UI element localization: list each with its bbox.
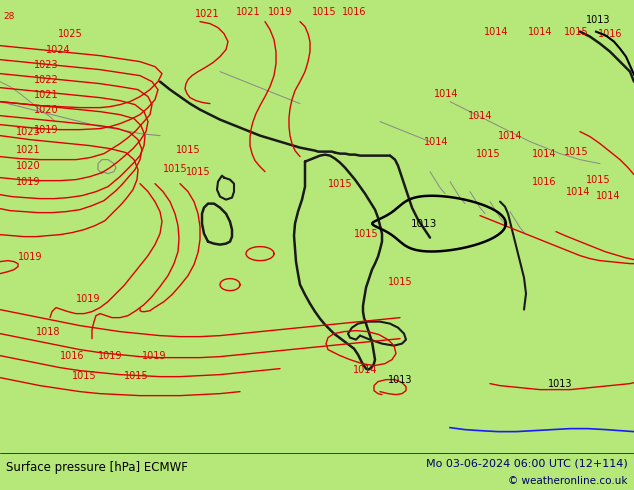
Text: 1015: 1015 (124, 370, 148, 381)
Text: Surface pressure [hPa] ECMWF: Surface pressure [hPa] ECMWF (6, 461, 188, 474)
Polygon shape (0, 392, 634, 452)
Text: 1014: 1014 (498, 131, 522, 141)
Text: 1015: 1015 (176, 145, 200, 155)
Polygon shape (0, 182, 105, 352)
Text: 1019: 1019 (268, 7, 292, 17)
Text: 1016: 1016 (598, 28, 622, 39)
Polygon shape (0, 1, 634, 201)
Polygon shape (430, 1, 634, 210)
Polygon shape (0, 352, 115, 452)
Text: 1015: 1015 (476, 148, 500, 159)
Text: 1022: 1022 (34, 74, 58, 85)
Text: 1020: 1020 (16, 161, 41, 171)
Text: 1019: 1019 (142, 351, 166, 361)
Text: 1015: 1015 (72, 370, 96, 381)
Polygon shape (0, 82, 165, 252)
Text: 1018: 1018 (36, 327, 60, 337)
Text: 1015: 1015 (312, 7, 336, 17)
Text: 1014: 1014 (434, 89, 458, 98)
Text: 1020: 1020 (34, 105, 58, 115)
Text: 1019: 1019 (34, 124, 58, 135)
Text: 1024: 1024 (46, 45, 70, 54)
Text: 1021: 1021 (16, 145, 41, 155)
Polygon shape (217, 175, 234, 199)
Text: 1014: 1014 (424, 137, 448, 147)
Polygon shape (542, 1, 634, 271)
Text: 1014: 1014 (468, 111, 492, 121)
Text: 1015: 1015 (186, 167, 210, 176)
Text: 1021: 1021 (236, 7, 261, 17)
Text: 1014: 1014 (527, 26, 552, 37)
Text: 1019: 1019 (75, 294, 100, 304)
Text: 1019: 1019 (18, 252, 42, 262)
Text: 1014: 1014 (532, 148, 556, 159)
Text: 1021: 1021 (195, 9, 219, 19)
Polygon shape (98, 160, 116, 173)
Text: 1014: 1014 (484, 26, 508, 37)
Text: 1015: 1015 (328, 179, 353, 189)
Text: 1015: 1015 (564, 147, 588, 157)
Text: 1013: 1013 (411, 219, 437, 229)
Text: 1013: 1013 (548, 379, 573, 389)
Text: 1015: 1015 (586, 174, 611, 185)
Polygon shape (202, 204, 232, 245)
Text: 1016: 1016 (342, 7, 366, 17)
Text: 1023: 1023 (16, 126, 41, 137)
Text: 1014: 1014 (596, 191, 620, 200)
Text: 1014: 1014 (353, 365, 377, 375)
Text: 1014: 1014 (566, 187, 590, 196)
Text: 1015: 1015 (387, 277, 412, 287)
Text: 1025: 1025 (58, 28, 82, 39)
Text: 28: 28 (3, 12, 15, 21)
Polygon shape (178, 192, 185, 196)
Polygon shape (348, 321, 406, 345)
Polygon shape (294, 155, 382, 369)
Text: 1013: 1013 (586, 15, 611, 24)
Text: 1015: 1015 (163, 164, 187, 173)
Text: 1019: 1019 (98, 351, 122, 361)
Text: 1015: 1015 (354, 229, 378, 239)
Text: 1023: 1023 (34, 60, 58, 70)
Text: 1016: 1016 (60, 351, 84, 361)
Text: 1021: 1021 (34, 90, 58, 99)
Text: Mo 03-06-2024 06:00 UTC (12+114): Mo 03-06-2024 06:00 UTC (12+114) (426, 459, 628, 468)
Text: © weatheronline.co.uk: © weatheronline.co.uk (508, 476, 628, 486)
Text: 1019: 1019 (16, 176, 40, 187)
Text: 1013: 1013 (388, 375, 412, 385)
Text: 1016: 1016 (532, 176, 556, 187)
Text: 1015: 1015 (564, 26, 588, 37)
